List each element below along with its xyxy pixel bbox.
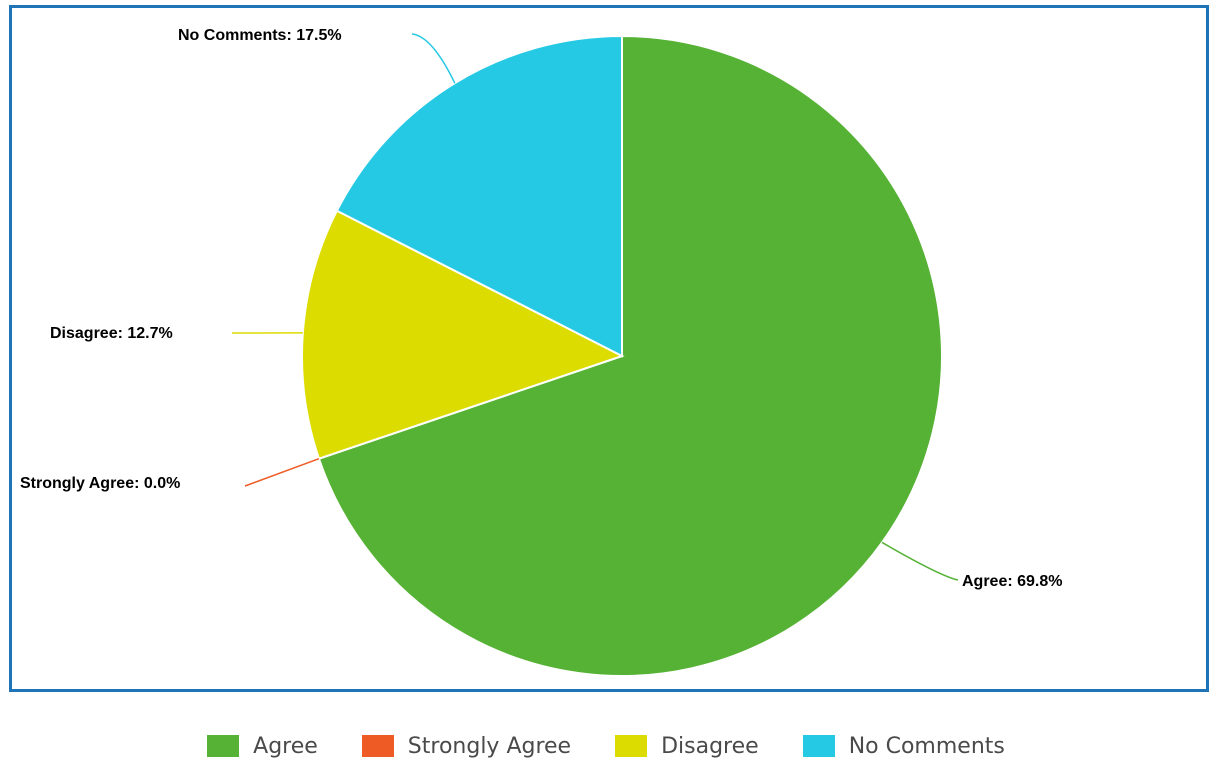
- legend-label-no-comments: No Comments: [848, 733, 1005, 759]
- legend-swatch-no-comments: [802, 735, 835, 757]
- legend-label-agree: Agree: [253, 733, 318, 759]
- legend-item-strongly-agree[interactable]: Strongly Agree: [361, 733, 572, 759]
- data-label-strongly-agree: Strongly Agree: 0.0%: [20, 475, 180, 492]
- legend-label-strongly-agree: Strongly Agree: [407, 733, 572, 759]
- legend-swatch-agree: [207, 735, 240, 757]
- data-label-no-comments: No Comments: 17.5%: [178, 27, 342, 44]
- pie-slices: [301, 34, 943, 677]
- data-label-agree: Agree: 69.8%: [962, 573, 1063, 590]
- leader-lines: [231, 33, 959, 581]
- legend-item-agree[interactable]: Agree: [207, 734, 318, 759]
- pie-slice-no-comments[interactable]: [335, 34, 623, 358]
- leader-line-strongly-agree: [244, 457, 320, 487]
- pie-chart: Agree: 69.8% Strongly Agree: 0.0% Disagree…: [20, 27, 1063, 677]
- legend-item-disagree[interactable]: Disagree: [615, 734, 759, 759]
- leader-line-agree: [881, 541, 959, 581]
- legend-swatch-strongly-agree: [361, 735, 394, 757]
- data-label-disagree: Disagree: 12.7%: [50, 325, 173, 342]
- pie-slice-disagree[interactable]: [301, 209, 625, 460]
- legend-label-disagree: Disagree: [661, 733, 759, 759]
- legend-swatch-disagree: [615, 735, 648, 757]
- data-labels: Agree: 69.8% Strongly Agree: 0.0% Disagree…: [20, 27, 1063, 590]
- leader-line-no-comments: [411, 33, 456, 84]
- legend: Agree Strongly Agree Disagree No Comment…: [0, 726, 1212, 766]
- legend-item-no-comments[interactable]: No Comments: [802, 733, 1005, 759]
- pie-slice-agree[interactable]: [317, 34, 943, 677]
